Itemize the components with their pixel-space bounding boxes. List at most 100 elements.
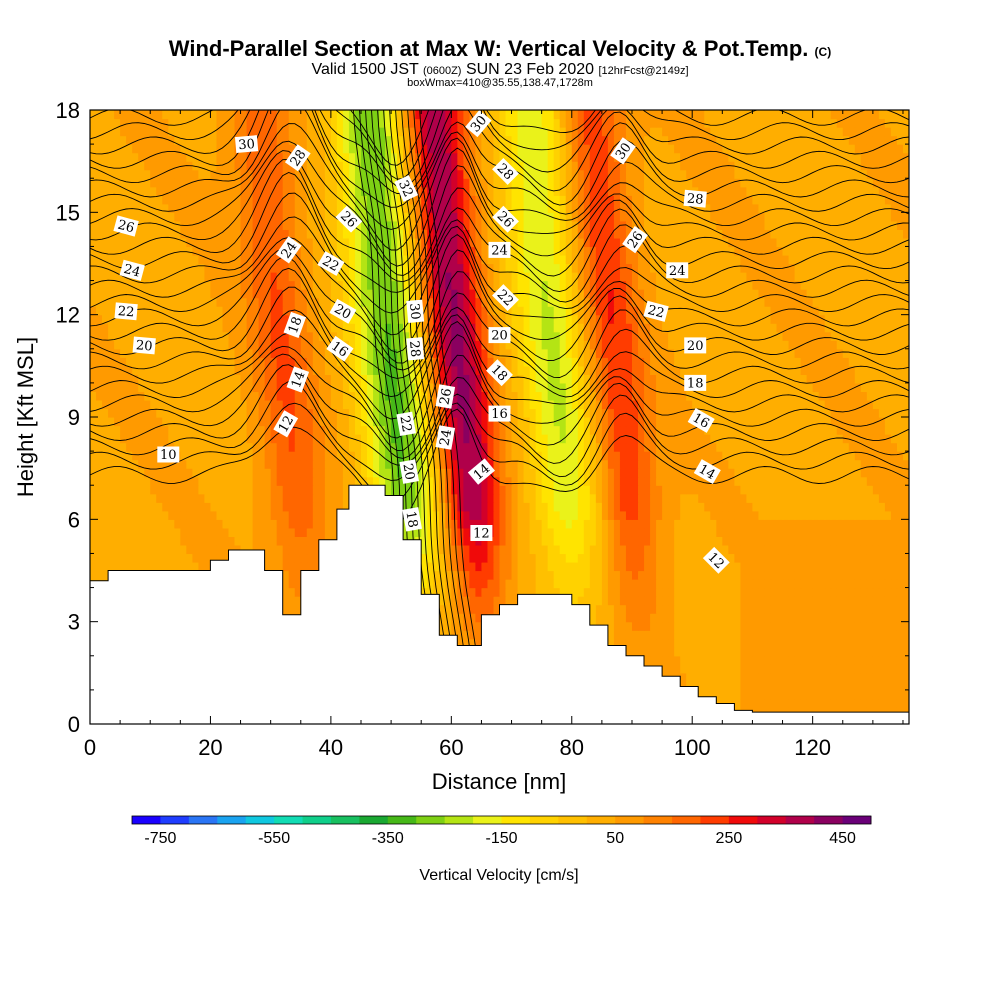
velocity-cell	[379, 442, 386, 452]
velocity-cell	[222, 519, 230, 529]
velocity-cell	[108, 561, 115, 572]
velocity-cell	[294, 468, 302, 478]
velocity-cell	[577, 425, 585, 435]
velocity-cell	[734, 459, 741, 469]
velocity-cell	[842, 519, 850, 529]
velocity-cell	[878, 638, 886, 648]
velocity-cell	[162, 408, 169, 418]
velocity-cell	[108, 408, 115, 418]
velocity-cell	[367, 476, 374, 486]
velocity-cell	[710, 570, 717, 580]
velocity-cell	[505, 434, 513, 444]
velocity-cell	[818, 544, 826, 555]
velocity-cell	[776, 672, 784, 682]
velocity-cell	[144, 485, 151, 495]
velocity-cell	[686, 536, 693, 546]
velocity-cell	[126, 502, 133, 512]
velocity-cell	[481, 485, 489, 495]
velocity-cell	[674, 621, 681, 631]
velocity-cell	[505, 502, 513, 512]
velocity-cell	[192, 408, 199, 418]
velocity-cell	[336, 442, 344, 452]
velocity-cell	[192, 451, 199, 461]
velocity-cell	[638, 493, 645, 503]
velocity-cell	[830, 536, 838, 546]
velocity-cell	[156, 553, 163, 563]
velocity-cell	[294, 476, 302, 486]
velocity-cell	[698, 570, 705, 580]
velocity-cell	[650, 621, 657, 631]
velocity-cell	[433, 468, 440, 478]
velocity-cell	[710, 510, 717, 520]
velocity-cell	[541, 510, 549, 520]
velocity-cell	[270, 425, 278, 435]
velocity-cell	[493, 425, 501, 435]
velocity-cell	[601, 613, 609, 623]
velocity-cell	[481, 408, 489, 418]
velocity-cell	[288, 510, 296, 520]
velocity-cell	[475, 561, 483, 572]
velocity-cell	[601, 442, 609, 452]
velocity-cell	[800, 596, 808, 606]
velocity-cell	[595, 536, 603, 546]
velocity-cell	[806, 425, 814, 435]
velocity-cell	[415, 442, 422, 452]
velocity-cell	[511, 425, 519, 435]
velocity-cell	[842, 613, 850, 623]
velocity-cell	[108, 468, 115, 478]
velocity-cell	[469, 561, 477, 572]
velocity-cell	[336, 417, 344, 427]
velocity-cell	[264, 510, 272, 520]
velocity-cell	[547, 570, 555, 580]
velocity-cell	[686, 485, 693, 495]
velocity-cell	[559, 527, 567, 537]
velocity-cell	[860, 510, 868, 520]
velocity-cell	[896, 544, 904, 555]
velocity-cell	[872, 647, 880, 657]
velocity-cell	[698, 527, 705, 537]
velocity-cell	[288, 425, 296, 435]
velocity-cell	[421, 451, 428, 461]
velocity-cell	[776, 468, 784, 478]
velocity-cell	[547, 561, 555, 572]
velocity-cell	[126, 408, 133, 418]
velocity-cell	[451, 613, 458, 623]
velocity-cell	[264, 476, 272, 486]
velocity-cell	[571, 596, 579, 606]
velocity-cell	[866, 485, 874, 495]
velocity-cell	[571, 544, 579, 555]
velocity-cell	[577, 536, 585, 546]
velocity-cell	[90, 485, 97, 495]
velocity-cell	[240, 468, 248, 478]
velocity-cell	[439, 476, 446, 486]
velocity-cell	[505, 519, 513, 529]
velocity-cell	[650, 468, 657, 478]
velocity-cell	[589, 536, 597, 546]
velocity-cell	[126, 476, 133, 486]
velocity-cell	[722, 553, 729, 563]
velocity-cell	[872, 587, 880, 597]
velocity-cell	[523, 442, 531, 452]
velocity-cell	[222, 417, 230, 427]
velocity-cell	[252, 408, 260, 418]
velocity-cell	[571, 536, 579, 546]
velocity-cell	[776, 536, 784, 546]
velocity-cell	[439, 596, 446, 606]
velocity-cell	[631, 621, 639, 631]
velocity-cell	[90, 544, 97, 555]
velocity-cell	[553, 476, 561, 486]
velocity-cell	[487, 553, 495, 563]
velocity-cell	[186, 502, 193, 512]
velocity-cell	[517, 408, 525, 418]
velocity-cell	[752, 476, 760, 486]
velocity-cell	[144, 527, 151, 537]
velocity-cell	[168, 536, 175, 546]
velocity-cell	[294, 519, 302, 529]
velocity-cell	[90, 459, 97, 469]
velocity-cell	[517, 476, 525, 486]
velocity-cell	[758, 621, 766, 631]
velocity-cell	[613, 417, 621, 427]
velocity-cell	[282, 451, 290, 461]
velocity-cell	[547, 544, 555, 555]
velocity-cell	[114, 553, 121, 563]
